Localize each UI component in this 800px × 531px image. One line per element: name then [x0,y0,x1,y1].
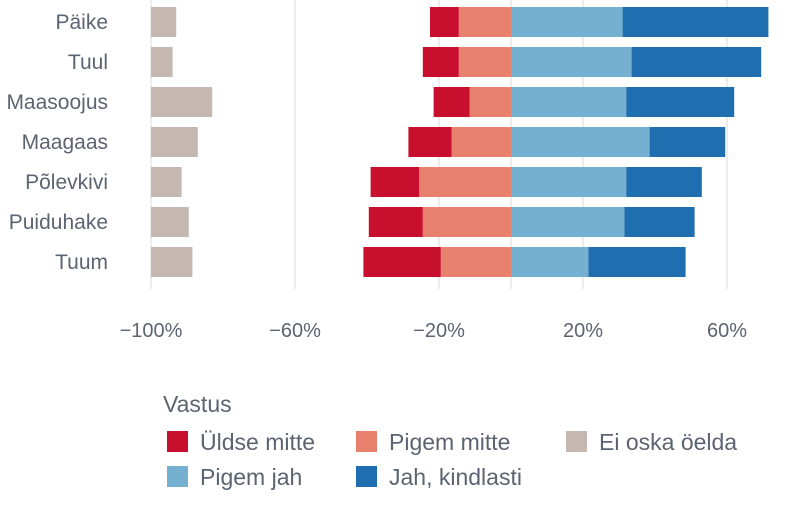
bar-ei-oska-oelda-paike [151,7,177,37]
x-tick-label: −20% [413,320,465,342]
bar-jah-kindlasti-maagaas [649,127,726,157]
category-labels: Päike Tuul Maasoojus Maagaas Põlevkivi Puiduh… [6,11,108,274]
bar-pigem-jah-puiduhake [511,207,625,237]
x-tick-labels: −100% −60% −20% 20% 60% [120,320,748,342]
bar-pigem-jah-paike [511,7,623,37]
legend-title: Vastus [163,391,232,417]
bar-ei-oska-oelda-tuum [151,247,193,277]
legend-swatch [356,466,377,487]
legend-swatch [566,431,587,452]
bar-jah-kindlasti-polevkivi [626,167,702,197]
bar-uldse-mitte-tuul [422,47,459,77]
bar-pigem-jah-maasoojus [511,87,627,117]
bar-pigem-mitte-tuul [458,47,511,77]
category-label-maagaas: Maagaas [22,131,108,154]
category-label-tuum: Tuum [55,251,108,274]
legend-label: Pigem mitte [389,429,510,455]
bar-jah-kindlasti-paike [622,7,769,37]
legend-item-pigem-mitte: Pigem mitte [356,429,510,455]
bar-uldse-mitte-maagaas [408,127,452,157]
bar-pigem-mitte-paike [458,7,511,37]
x-tick-label: −100% [120,320,183,342]
category-label-maasoojus: Maasoojus [6,91,108,114]
category-label-paike: Päike [55,11,108,34]
bar-pigem-jah-maagaas [511,127,650,157]
category-label-tuul: Tuul [68,51,108,74]
legend: Vastus Üldse mitte Pigem mitte Ei oska öel… [163,391,737,490]
x-tick-label: 60% [707,320,747,342]
legend-item-pigem-jah: Pigem jah [167,464,302,490]
bar-uldse-mitte-polevkivi [370,167,420,197]
bar-ei-oska-oelda-maagaas [151,127,198,157]
bar-pigem-jah-polevkivi [511,167,627,197]
bar-ei-oska-oelda-polevkivi [151,167,182,197]
legend-item-jah-kindlasti: Jah, kindlasti [356,464,522,490]
bar-pigem-mitte-maasoojus [469,87,511,117]
bar-jah-kindlasti-tuum [588,247,686,277]
bar-jah-kindlasti-tuul [631,47,762,77]
legend-swatch [356,431,377,452]
bar-jah-kindlasti-puiduhake [624,207,695,237]
x-tick-label: 20% [563,320,603,342]
bar-pigem-jah-tuul [511,47,632,77]
legend-item-ei-oska-oelda: Ei oska öelda [566,429,737,455]
bar-ei-oska-oelda-tuul [151,47,173,77]
legend-label: Ei oska öelda [599,429,737,455]
bar-jah-kindlasti-maasoojus [626,87,735,117]
x-tick-label: −60% [269,320,321,342]
bars [151,7,769,277]
legend-swatch [167,431,188,452]
category-label-puiduhake: Puiduhake [9,211,108,234]
bar-uldse-mitte-puiduhake [368,207,423,237]
bar-pigem-mitte-tuum [440,247,511,277]
legend-item-uldse-mitte: Üldse mitte [167,429,315,455]
bar-pigem-jah-tuum [511,247,589,277]
category-label-polevkivi: Põlevkivi [25,171,108,194]
legend-label: Üldse mitte [200,429,315,455]
bar-ei-oska-oelda-puiduhake [151,207,189,237]
legend-label: Jah, kindlasti [389,464,522,490]
bar-pigem-mitte-puiduhake [422,207,511,237]
bar-pigem-mitte-polevkivi [419,167,511,197]
legend-swatch [167,466,188,487]
bar-ei-oska-oelda-maasoojus [151,87,213,117]
bar-uldse-mitte-paike [430,7,459,37]
legend-label: Pigem jah [200,464,302,490]
bar-uldse-mitte-tuum [363,247,441,277]
bar-pigem-mitte-maagaas [451,127,511,157]
bar-uldse-mitte-maasoojus [433,87,470,117]
